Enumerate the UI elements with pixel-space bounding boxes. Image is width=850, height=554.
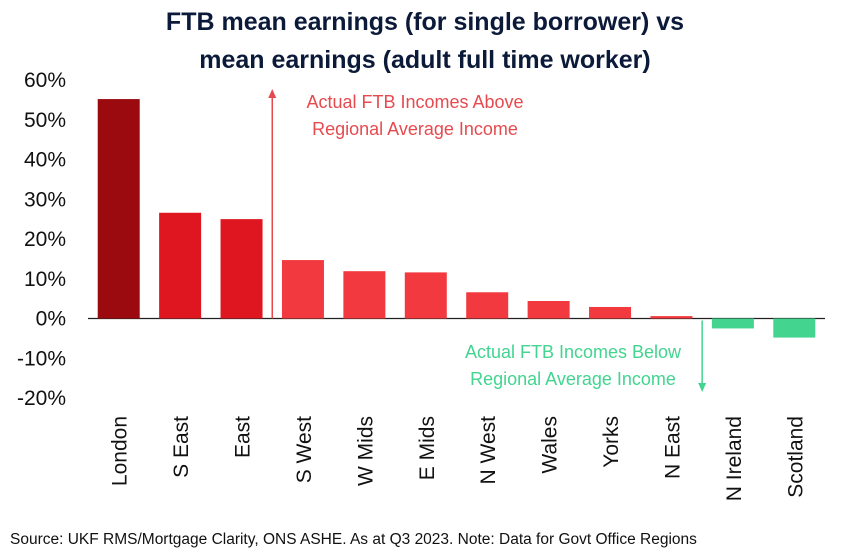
- bar-scotland: [773, 318, 816, 338]
- below-annotation-line-2: Regional Average Income: [470, 369, 676, 389]
- bar-yorks: [589, 306, 632, 319]
- y-tick-label: -10%: [17, 347, 66, 370]
- category-label: N Ireland: [723, 416, 746, 501]
- category-label: S West: [293, 416, 316, 483]
- category-label: N West: [477, 416, 500, 485]
- bar-east: [220, 219, 263, 319]
- category-label: N East: [661, 416, 684, 479]
- chart-title-line-1: FTB mean earnings (for single borrower) …: [166, 8, 684, 36]
- category-label: W Mids: [354, 416, 377, 486]
- above-annotation-line-1: Actual FTB Incomes Above: [306, 92, 523, 112]
- below-arrow-head: [698, 383, 707, 392]
- category-label: Scotland: [784, 416, 807, 498]
- category-labels: London S East East S West W Mids E Mids N West…: [109, 416, 808, 501]
- bars: [97, 99, 816, 338]
- category-label: Wales: [539, 416, 562, 474]
- category-label: S East: [170, 416, 193, 478]
- y-tick-label: 20%: [24, 228, 66, 251]
- y-tick-label: 60%: [24, 69, 66, 92]
- bar-wales: [527, 301, 570, 319]
- y-tick-label: 10%: [24, 268, 66, 291]
- bar-s-east: [159, 212, 202, 319]
- category-label: E Mids: [416, 416, 439, 480]
- source-note: Source: UKF RMS/Mortgage Clarity, ONS AS…: [10, 531, 697, 548]
- category-label: London: [109, 416, 132, 486]
- category-label: East: [232, 416, 255, 458]
- bar-e-mids: [404, 272, 447, 319]
- y-tick-label: 0%: [36, 308, 66, 331]
- bar-w-mids: [343, 271, 386, 319]
- chart-title-line-2: mean earnings (adult full time worker): [199, 46, 650, 74]
- above-annotation-line-2: Regional Average Income: [312, 119, 518, 139]
- bar-n-ireland: [711, 318, 754, 329]
- y-tick-label: 30%: [24, 188, 66, 211]
- y-tick-label: -20%: [17, 387, 66, 410]
- bar-n-west: [466, 292, 509, 319]
- above-arrow-head: [268, 89, 277, 98]
- below-annotation-line-1: Actual FTB Incomes Below: [465, 342, 682, 362]
- bar-london: [97, 99, 140, 319]
- y-tick-label: 40%: [24, 149, 66, 172]
- y-tick-label: 50%: [24, 109, 66, 132]
- y-axis-ticks: -20% -10% 0% 10% 20% 30% 40% 50% 60%: [17, 69, 66, 410]
- category-label: Yorks: [600, 416, 623, 468]
- bar-n-east: [650, 316, 693, 319]
- bar-s-west: [281, 260, 324, 319]
